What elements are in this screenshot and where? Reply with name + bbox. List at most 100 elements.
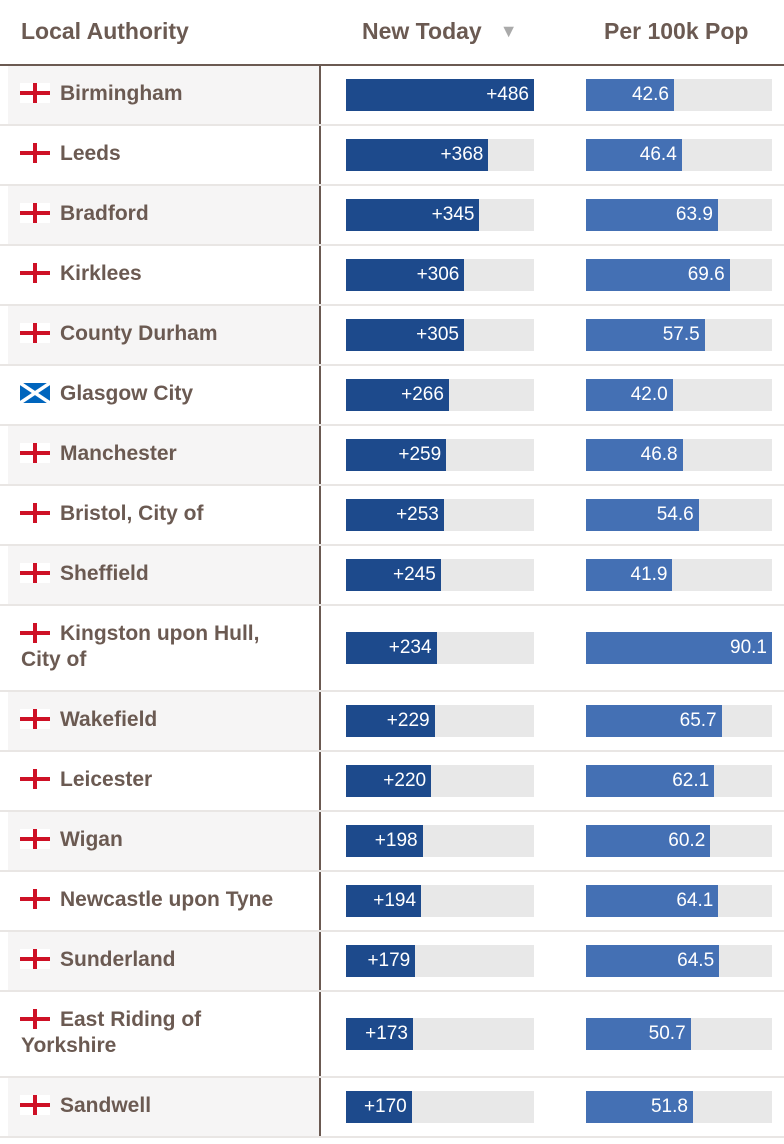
- authority-cell: Kirklees: [8, 246, 321, 304]
- new-today-bar: +345: [346, 199, 480, 231]
- table-row[interactable]: County Durham +305 57.5: [0, 306, 784, 366]
- per-100k-bar: 64.1: [586, 885, 719, 917]
- authority-cell: Leicester: [8, 752, 321, 810]
- per-100k-bar: 90.1: [586, 632, 772, 664]
- authority-name: Glasgow City: [60, 382, 194, 405]
- new-today-bar-track: +179: [346, 945, 534, 977]
- table-row[interactable]: Sunderland +179 64.5: [0, 932, 784, 992]
- authority-name: East Riding of Yorkshire: [21, 1008, 202, 1057]
- england-flag-icon: [20, 83, 50, 103]
- per-100k-bar: 57.5: [586, 319, 705, 351]
- new-today-bar: +179: [346, 945, 416, 977]
- column-header-new-today[interactable]: New Today ▼: [362, 18, 518, 45]
- table-row[interactable]: Kingston upon Hull, City of +234 90.1: [0, 606, 784, 692]
- england-flag-icon: [20, 503, 50, 523]
- england-flag-icon: [20, 563, 50, 583]
- per-100k-bar: 65.7: [586, 705, 722, 737]
- per-100k-bar: 50.7: [586, 1018, 691, 1050]
- per-100k-bar: 60.2: [586, 825, 711, 857]
- authority-name: County Durham: [60, 322, 218, 345]
- per-100k-bar-track: 64.1: [586, 885, 772, 917]
- per-100k-bar-track: 42.6: [586, 79, 772, 111]
- scotland-flag-icon: [20, 383, 50, 403]
- authority-name: Leicester: [60, 768, 153, 791]
- new-today-bar: +486: [346, 79, 534, 111]
- per-100k-bar: 64.5: [586, 945, 720, 977]
- table-row[interactable]: Bradford +345 63.9: [0, 186, 784, 246]
- per-100k-bar: 46.4: [586, 139, 682, 171]
- per-100k-bar: 63.9: [586, 199, 718, 231]
- new-today-bar-track: +170: [346, 1091, 534, 1123]
- authority-cell: Manchester: [8, 426, 321, 484]
- table-row[interactable]: Sheffield +245 41.9: [0, 546, 784, 606]
- column-header-local-authority[interactable]: Local Authority: [21, 18, 189, 44]
- table-row[interactable]: Leeds +368 46.4: [0, 126, 784, 186]
- authority-name: Sheffield: [60, 562, 149, 585]
- england-flag-icon: [20, 709, 50, 729]
- new-today-bar-track: +173: [346, 1018, 534, 1050]
- table-row[interactable]: Birmingham +486 42.6: [0, 66, 784, 126]
- table-row[interactable]: Bristol, City of +253 54.6: [0, 486, 784, 546]
- new-today-label: New Today: [362, 18, 482, 44]
- sort-descending-icon[interactable]: ▼: [499, 21, 518, 41]
- per-100k-bar-track: 54.6: [586, 499, 772, 531]
- new-today-bar-track: +194: [346, 885, 534, 917]
- authority-name: Birmingham: [60, 82, 183, 105]
- new-today-bar-track: +229: [346, 705, 534, 737]
- per-100k-bar-track: 69.6: [586, 259, 772, 291]
- authority-name: Sandwell: [60, 1094, 152, 1117]
- authority-cell: Kingston upon Hull, City of: [8, 606, 321, 690]
- table-header: Local Authority New Today ▼ Per 100k Pop: [0, 0, 784, 66]
- authority-name: Newcastle upon Tyne: [60, 888, 274, 911]
- per-100k-bar-track: 64.5: [586, 945, 772, 977]
- new-today-bar-track: +245: [346, 559, 534, 591]
- england-flag-icon: [20, 623, 50, 643]
- new-today-bar-track: +368: [346, 139, 534, 171]
- per-100k-bar-track: 65.7: [586, 705, 772, 737]
- authority-name: Bristol, City of: [60, 502, 204, 525]
- new-today-bar: +368: [346, 139, 489, 171]
- authority-cell: Bristol, City of: [8, 486, 321, 544]
- england-flag-icon: [20, 949, 50, 969]
- table-row[interactable]: East Riding of Yorkshire +173 50.7: [0, 992, 784, 1078]
- table-row[interactable]: Wigan +198 60.2: [0, 812, 784, 872]
- per-100k-bar-track: 41.9: [586, 559, 772, 591]
- new-today-bar: +234: [346, 632, 437, 664]
- authority-cell: Newcastle upon Tyne: [8, 872, 321, 930]
- per-100k-bar: 41.9: [586, 559, 673, 591]
- new-today-bar: +170: [346, 1091, 412, 1123]
- authority-name: Kingston upon Hull, City of: [21, 622, 260, 671]
- new-today-bar: +259: [346, 439, 447, 471]
- authority-cell: County Durham: [8, 306, 321, 364]
- table-row[interactable]: Leicester +220 62.1: [0, 752, 784, 812]
- england-flag-icon: [20, 263, 50, 283]
- table-row[interactable]: Kirklees +306 69.6: [0, 246, 784, 306]
- new-today-bar-track: +259: [346, 439, 534, 471]
- england-flag-icon: [20, 203, 50, 223]
- table-row[interactable]: Sandwell +170 51.8: [0, 1078, 784, 1138]
- per-100k-bar: 42.6: [586, 79, 674, 111]
- per-100k-bar-track: 51.8: [586, 1091, 772, 1123]
- authority-cell: Sandwell: [8, 1078, 321, 1136]
- new-today-bar: +220: [346, 765, 432, 797]
- new-today-bar-track: +220: [346, 765, 534, 797]
- authority-cell: Birmingham: [8, 66, 321, 124]
- new-today-bar-track: +345: [346, 199, 534, 231]
- authority-cell: Leeds: [8, 126, 321, 184]
- per-100k-bar: 69.6: [586, 259, 730, 291]
- new-today-bar-track: +306: [346, 259, 534, 291]
- per-100k-bar-track: 50.7: [586, 1018, 772, 1050]
- new-today-bar: +245: [346, 559, 441, 591]
- table-row[interactable]: Newcastle upon Tyne +194 64.1: [0, 872, 784, 932]
- new-today-bar: +253: [346, 499, 444, 531]
- new-today-bar: +198: [346, 825, 423, 857]
- authority-cell: Sunderland: [8, 932, 321, 990]
- per-100k-bar-track: 60.2: [586, 825, 772, 857]
- column-header-per-100k[interactable]: Per 100k Pop: [604, 18, 749, 44]
- new-today-bar-track: +266: [346, 379, 534, 411]
- authority-cell: Wigan: [8, 812, 321, 870]
- authority-cell: Wakefield: [8, 692, 321, 750]
- table-row[interactable]: Glasgow City +266 42.0: [0, 366, 784, 426]
- table-row[interactable]: Manchester +259 46.8: [0, 426, 784, 486]
- table-row[interactable]: Wakefield +229 65.7: [0, 692, 784, 752]
